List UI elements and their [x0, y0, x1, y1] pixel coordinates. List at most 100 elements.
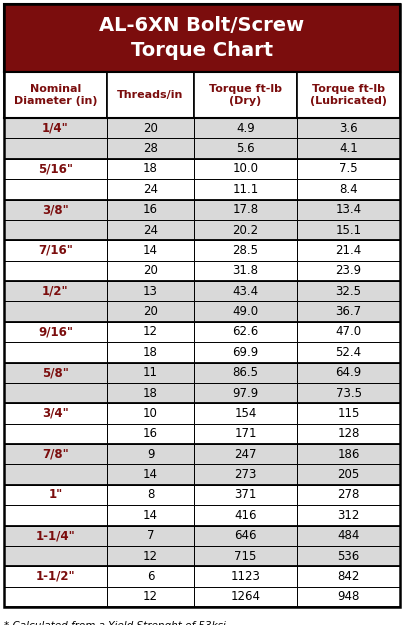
Text: 13: 13: [143, 285, 158, 298]
Bar: [107, 566, 194, 587]
Bar: [107, 424, 194, 444]
Bar: [194, 159, 297, 179]
Text: 16: 16: [143, 203, 158, 216]
Bar: [194, 403, 297, 424]
Text: 18: 18: [143, 346, 158, 359]
Bar: [107, 546, 194, 566]
Text: 1/2": 1/2": [42, 285, 69, 298]
Bar: [107, 118, 194, 138]
Text: 28.5: 28.5: [233, 244, 259, 257]
Bar: [107, 383, 194, 403]
Bar: [4, 281, 107, 301]
Text: 14: 14: [143, 509, 158, 522]
Bar: [194, 72, 297, 118]
Bar: [194, 138, 297, 159]
Text: 154: 154: [234, 407, 257, 420]
Bar: [107, 526, 194, 546]
Bar: [107, 342, 194, 362]
Text: 7/8": 7/8": [42, 448, 69, 461]
Text: 24: 24: [143, 224, 158, 236]
Text: 47.0: 47.0: [335, 326, 362, 339]
Text: 3.6: 3.6: [339, 122, 358, 134]
Bar: [194, 261, 297, 281]
Text: 62.6: 62.6: [232, 326, 259, 339]
Text: 12: 12: [143, 549, 158, 562]
Text: 43.4: 43.4: [232, 285, 259, 298]
Bar: [4, 383, 107, 403]
Text: 31.8: 31.8: [233, 264, 259, 278]
Bar: [4, 362, 107, 383]
Bar: [194, 281, 297, 301]
Bar: [4, 220, 107, 240]
Bar: [107, 485, 194, 505]
Bar: [107, 587, 194, 607]
Bar: [4, 546, 107, 566]
Bar: [194, 240, 297, 261]
Bar: [4, 403, 107, 424]
Text: 18: 18: [143, 162, 158, 176]
Text: 20: 20: [143, 264, 158, 278]
Text: 21.4: 21.4: [335, 244, 362, 257]
Bar: [4, 301, 107, 322]
Bar: [107, 72, 194, 118]
Bar: [297, 301, 400, 322]
Text: 7: 7: [147, 529, 154, 542]
Text: 1123: 1123: [231, 570, 261, 583]
Text: 484: 484: [337, 529, 360, 542]
Text: AL-6XN Bolt/Screw
Torque Chart: AL-6XN Bolt/Screw Torque Chart: [99, 16, 305, 60]
Text: 416: 416: [234, 509, 257, 522]
Text: 64.9: 64.9: [335, 366, 362, 379]
Bar: [107, 261, 194, 281]
Bar: [194, 362, 297, 383]
Text: 20.2: 20.2: [232, 224, 259, 236]
Text: 1-1/2": 1-1/2": [36, 570, 75, 583]
Bar: [107, 281, 194, 301]
Bar: [297, 403, 400, 424]
Bar: [297, 159, 400, 179]
Bar: [107, 403, 194, 424]
Bar: [297, 546, 400, 566]
Bar: [4, 118, 107, 138]
Bar: [107, 199, 194, 220]
Text: 20: 20: [143, 305, 158, 318]
Text: 73.5: 73.5: [335, 386, 362, 399]
Text: 371: 371: [234, 489, 257, 501]
Text: 6: 6: [147, 570, 154, 583]
Text: 5/16": 5/16": [38, 162, 73, 176]
Bar: [297, 464, 400, 485]
Bar: [194, 464, 297, 485]
Bar: [4, 138, 107, 159]
Bar: [107, 179, 194, 199]
Text: 3/8": 3/8": [42, 203, 69, 216]
Text: 4.1: 4.1: [339, 142, 358, 155]
Text: 7.5: 7.5: [339, 162, 358, 176]
Bar: [107, 220, 194, 240]
Bar: [107, 444, 194, 464]
Text: 128: 128: [337, 428, 360, 440]
Bar: [297, 240, 400, 261]
Bar: [194, 546, 297, 566]
Bar: [297, 138, 400, 159]
Text: 3/4": 3/4": [42, 407, 69, 420]
Bar: [194, 383, 297, 403]
Bar: [4, 4, 400, 72]
Bar: [4, 240, 107, 261]
Text: 10.0: 10.0: [233, 162, 259, 176]
Bar: [297, 199, 400, 220]
Text: 9: 9: [147, 448, 154, 461]
Text: 5/8": 5/8": [42, 366, 69, 379]
Bar: [4, 464, 107, 485]
Text: 17.8: 17.8: [232, 203, 259, 216]
Bar: [4, 566, 107, 587]
Bar: [194, 220, 297, 240]
Text: Torque ft-lb
(Dry): Torque ft-lb (Dry): [209, 84, 282, 106]
Bar: [297, 179, 400, 199]
Bar: [4, 72, 107, 118]
Bar: [194, 322, 297, 342]
Text: 1-1/4": 1-1/4": [36, 529, 76, 542]
Bar: [4, 322, 107, 342]
Bar: [4, 159, 107, 179]
Text: 32.5: 32.5: [335, 285, 362, 298]
Text: 171: 171: [234, 428, 257, 440]
Bar: [107, 322, 194, 342]
